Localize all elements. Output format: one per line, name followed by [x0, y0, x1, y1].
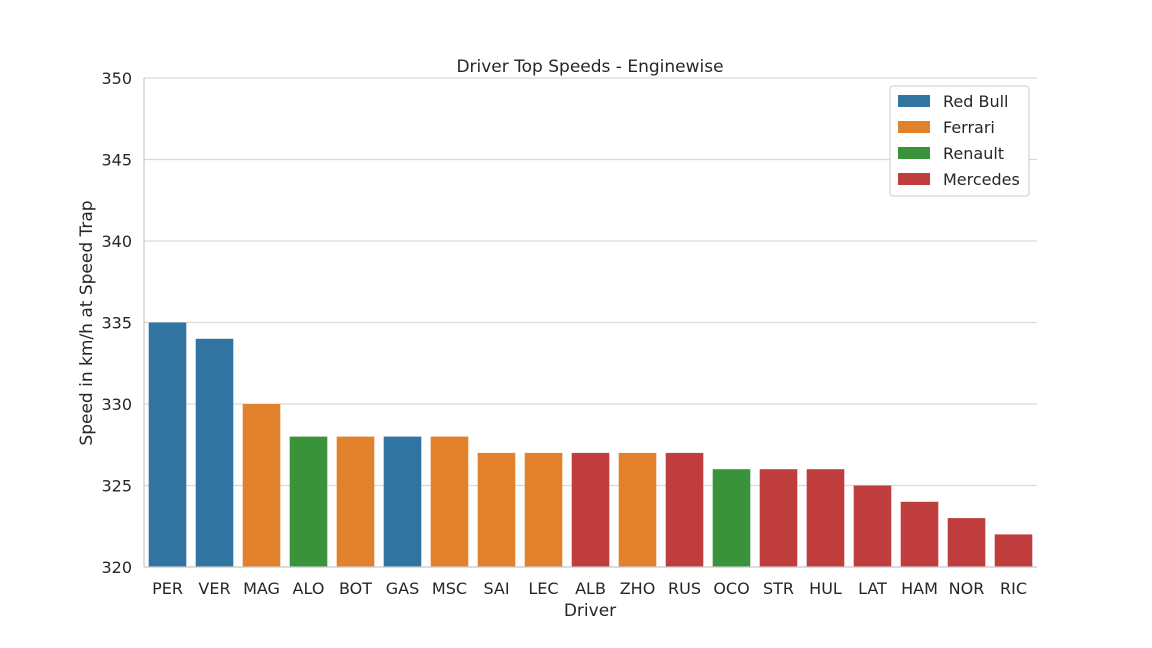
x-tick-label: SAI — [483, 579, 509, 598]
legend-box — [889, 85, 1030, 197]
bar-bot — [336, 436, 375, 567]
x-tick-labels: PER VER MAG ALO BOT GAS MSC SAI LEC ALB ZHO RUS OCO S… — [152, 579, 1027, 598]
bar-hul — [806, 469, 845, 567]
y-tick-label: 345 — [101, 151, 132, 170]
y-tick-label: 330 — [101, 395, 132, 414]
x-tick-label: OCO — [713, 579, 749, 598]
y-tick-label: 340 — [101, 232, 132, 251]
legend-swatch-renault — [898, 147, 930, 159]
x-tick-label: LAT — [858, 579, 887, 598]
x-tick-label: MAG — [243, 579, 280, 598]
bar-sai — [477, 452, 516, 567]
y-tick-labels: 320 325 330 335 340 345 350 — [101, 69, 132, 577]
bars — [148, 322, 1033, 567]
x-tick-label: STR — [763, 579, 794, 598]
bar-gas — [383, 436, 422, 567]
bar-lec — [524, 452, 563, 567]
x-tick-label: GAS — [386, 579, 420, 598]
bar-mag — [242, 404, 281, 567]
legend-swatch-mercedes — [898, 173, 930, 185]
bar-oco — [712, 469, 751, 567]
x-tick-label: ZHO — [620, 579, 656, 598]
y-tick-label: 325 — [101, 477, 132, 496]
x-tick-label: MSC — [432, 579, 467, 598]
bar-str — [759, 469, 798, 567]
bar-lat — [853, 485, 892, 567]
legend-label: Ferrari — [943, 118, 995, 137]
axes — [143, 78, 1037, 568]
x-tick-label: ALB — [575, 579, 606, 598]
y-axis-title: Speed in km/h at Speed Trap — [77, 200, 97, 445]
x-tick-label: LEC — [528, 579, 558, 598]
bar-per — [148, 322, 187, 567]
bar-alb — [571, 452, 610, 567]
bar-rus — [665, 452, 704, 567]
bar-nor — [947, 518, 986, 567]
legend-label: Mercedes — [943, 170, 1020, 189]
bar-zho — [618, 452, 657, 567]
y-tick-label: 320 — [101, 558, 132, 577]
x-tick-label: HUL — [809, 579, 842, 598]
legend-label: Renault — [943, 144, 1004, 163]
bar-ver — [195, 338, 234, 567]
bar-ham — [900, 501, 939, 567]
x-axis-title: Driver — [564, 601, 616, 621]
x-tick-label: ALO — [293, 579, 325, 598]
legend: Red Bull Ferrari Renault Mercedes — [889, 85, 1030, 197]
chart-title: Driver Top Speeds - Enginewise — [456, 57, 723, 77]
x-tick-label: HAM — [901, 579, 938, 598]
x-tick-label: NOR — [949, 579, 985, 598]
x-tick-label: VER — [198, 579, 230, 598]
y-tick-label: 335 — [101, 314, 132, 333]
x-tick-label: BOT — [339, 579, 372, 598]
bar-ric — [994, 534, 1033, 567]
legend-swatch-red-bull — [898, 95, 930, 107]
y-tick-label: 350 — [101, 69, 132, 88]
legend-swatch-ferrari — [898, 121, 930, 133]
x-tick-label: PER — [152, 579, 183, 598]
x-tick-label: RIC — [1000, 579, 1027, 598]
x-tick-label: RUS — [668, 579, 701, 598]
bar-alo — [289, 436, 328, 567]
bar-msc — [430, 436, 469, 567]
legend-label: Red Bull — [943, 92, 1009, 111]
